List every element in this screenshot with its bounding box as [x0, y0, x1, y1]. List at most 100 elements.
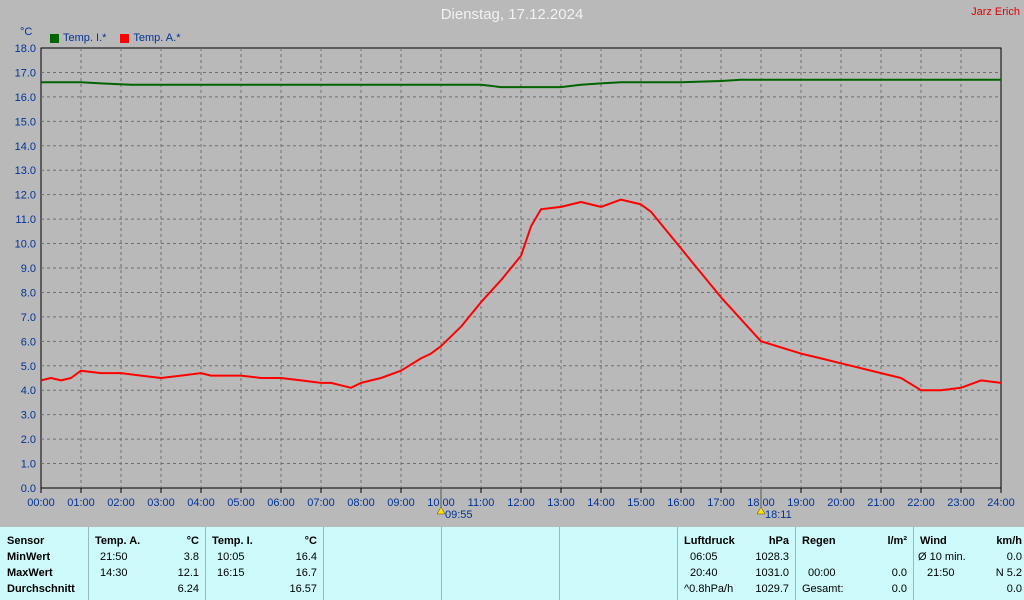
rain-total-value: 0.0 — [891, 583, 907, 595]
y-tick-label: 16.0 — [15, 92, 36, 104]
temp-a-min-value: 3.8 — [183, 551, 199, 563]
y-tick-label: 13.0 — [15, 165, 36, 177]
x-tick-label: 17:00 — [707, 497, 735, 509]
temp-a-min-time: 21:50 — [100, 551, 128, 563]
y-tick-label: 6.0 — [21, 336, 36, 348]
series-line-outdoor — [40, 198, 1002, 392]
legend-item-outdoor: Temp. A.* — [120, 32, 180, 44]
pressure-avg-value: 1029.7 — [755, 583, 789, 595]
x-tick-label: 12:00 — [507, 497, 535, 509]
x-tick-label: 22:00 — [907, 497, 935, 509]
pressure-max-time: 20:40 — [690, 567, 718, 579]
y-tick-label: 5.0 — [21, 361, 36, 373]
pressure-header: Luftdruck — [684, 535, 735, 547]
x-tick-label: 01:00 — [67, 497, 95, 509]
pressure-trend: ^0.8hPa/h — [684, 583, 734, 595]
y-tick-label: 3.0 — [21, 410, 36, 422]
legend: Temp. I.* Temp. A.* — [50, 32, 180, 44]
y-tick-label: 14.0 — [15, 141, 36, 153]
pressure-unit: hPa — [768, 535, 789, 547]
y-tick-label: 0.0 — [21, 483, 36, 495]
col-empty-1 — [324, 527, 442, 600]
temp-i-unit: °C — [304, 535, 317, 547]
col-pressure: Luftdruck hPa 06:05 1028.3 20:40 1031.0 … — [678, 527, 796, 600]
x-tick-label: 16:00 — [667, 497, 695, 509]
col-wind: Wind km/h Ø 10 min. 0.0 21:50 N 5.2 0.0 — [914, 527, 1024, 600]
legend-swatch-indoor — [50, 33, 59, 43]
avg-row-label: Durchschnitt — [7, 583, 75, 595]
y-tick-label: 2.0 — [21, 434, 36, 446]
y-tick-label: 15.0 — [15, 116, 36, 128]
sun-markers: 09:55 18:11 — [436, 488, 792, 521]
temp-i-header: Temp. I. — [212, 535, 253, 547]
plot-svg: 0.0 1.0 2.0 3.0 4.0 5.0 6.0 7.0 8.0 9.0 10.0 11.0 12… — [15, 43, 1015, 521]
y-tick-label: 12.0 — [15, 190, 36, 202]
temp-a-avg-value: 6.24 — [177, 583, 199, 595]
x-tick-label: 05:00 — [227, 497, 255, 509]
x-tick-label: 15:00 — [627, 497, 655, 509]
x-tick-label: 04:00 — [187, 497, 215, 509]
x-tick-label: 03:00 — [147, 497, 175, 509]
y-tick-label: 10.0 — [15, 239, 36, 251]
wind-header: Wind — [920, 535, 947, 547]
chart-area: Dienstag, 17.12.2024 Jarz Erich °C Temp.… — [15, 6, 1020, 521]
y-tick-label: 17.0 — [15, 67, 36, 79]
y-tick-label: 4.0 — [21, 385, 36, 397]
x-tick-label: 00:00 — [27, 497, 55, 509]
wind-avg-value: 0.0 — [1006, 551, 1022, 563]
sunset-icon — [756, 506, 766, 515]
y-unit-label: °C — [20, 26, 33, 38]
legend-item-indoor: Temp. I.* — [50, 32, 106, 44]
min-row-label: MinWert — [7, 551, 51, 563]
x-tick-label: 06:00 — [267, 497, 295, 509]
pressure-min-value: 1028.3 — [755, 551, 789, 563]
stats-table: Sensor MinWert MaxWert Durchschnitt Temp… — [0, 527, 1024, 600]
wind-total-value: 0.0 — [1006, 583, 1022, 595]
legend-label-outdoor: Temp. A.* — [133, 32, 181, 44]
rain-max-time: 00:00 — [808, 567, 836, 579]
rain-header: Regen — [802, 535, 836, 547]
wind-max-value: N 5.2 — [995, 567, 1022, 579]
temp-i-min-value: 16.4 — [295, 551, 317, 563]
x-tick-label: 09:00 — [387, 497, 415, 509]
marker-time-label: 18:11 — [765, 509, 792, 521]
series-line-indoor — [41, 78, 1001, 89]
temp-i-min-time: 10:05 — [217, 551, 245, 563]
pressure-min-time: 06:05 — [690, 551, 718, 563]
col-temp-i: Temp. I. °C 10:05 16.4 16:15 16.7 16.57 — [206, 527, 324, 600]
x-tick-label: 23:00 — [947, 497, 975, 509]
x-tick-label: 24:00 — [987, 497, 1015, 509]
x-tick-label: 11:00 — [468, 497, 495, 509]
x-tick-label: 21:00 — [867, 497, 895, 509]
col-rain: Regen l/m² 00:00 0.0 Gesamt: 0.0 — [796, 527, 914, 600]
x-tick-label: 14:00 — [587, 497, 615, 509]
x-tick-label: 08:00 — [347, 497, 375, 509]
x-ticks: 00:00 01:00 02:00 03:00 04:00 05:00 06:00 07:00… — [27, 497, 1015, 509]
sunrise-icon — [436, 506, 446, 515]
y-tick-label: 9.0 — [21, 263, 36, 275]
x-tick-label: 02:00 — [107, 497, 135, 509]
y-tick-label: 18.0 — [15, 43, 36, 55]
sensor-header: Sensor — [7, 535, 45, 547]
temp-i-avg-value: 16.57 — [289, 583, 317, 595]
rain-unit: l/m² — [887, 535, 907, 547]
temp-i-max-time: 16:15 — [217, 567, 245, 579]
legend-swatch-outdoor — [120, 33, 130, 43]
col-empty-2 — [442, 527, 560, 600]
temp-a-max-value: 12.1 — [177, 567, 199, 579]
y-tick-label: 1.0 — [21, 459, 36, 471]
temp-a-max-time: 14:30 — [100, 567, 128, 579]
x-tick-label: 13:00 — [547, 497, 575, 509]
temp-a-header: Temp. A. — [95, 535, 141, 547]
y-ticks: 0.0 1.0 2.0 3.0 4.0 5.0 6.0 7.0 8.0 9.0 10.0 11.0 12… — [15, 43, 36, 495]
temp-a-unit: °C — [186, 535, 199, 547]
col-empty-3 — [560, 527, 678, 600]
wind-unit: km/h — [996, 535, 1022, 547]
wind-avg-label: Ø 10 min. — [918, 551, 966, 563]
x-tick-label: 07:00 — [307, 497, 335, 509]
y-tick-label: 11.0 — [15, 214, 36, 226]
chart-title: Dienstag, 17.12.2024 — [440, 6, 584, 23]
temp-i-max-value: 16.7 — [295, 567, 317, 579]
col-sensor: Sensor MinWert MaxWert Durchschnitt — [0, 527, 89, 600]
legend-label-indoor: Temp. I.* — [63, 32, 107, 44]
